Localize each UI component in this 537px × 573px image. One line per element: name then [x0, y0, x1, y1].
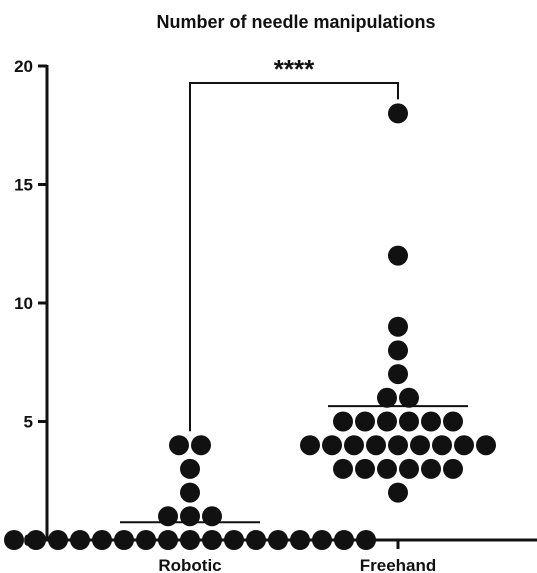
y-axis-ticks: 05101520 — [14, 57, 47, 550]
data-point — [180, 482, 200, 503]
data-point — [333, 458, 353, 479]
data-points — [4, 103, 496, 550]
data-point — [300, 435, 320, 456]
data-point — [476, 435, 496, 456]
data-point — [26, 530, 46, 550]
y-tick-label: 10 — [14, 294, 33, 313]
data-point — [377, 387, 397, 408]
mean-lines — [120, 405, 468, 524]
data-point — [180, 458, 200, 479]
data-point — [388, 435, 408, 456]
data-point — [454, 435, 474, 456]
data-point — [410, 435, 430, 456]
x-category-label: Robotic — [158, 556, 221, 573]
data-point — [399, 458, 419, 479]
data-point — [202, 506, 222, 527]
bracket-line — [189, 82, 399, 432]
axes — [45, 65, 537, 542]
data-point — [355, 411, 375, 432]
y-tick-label: 20 — [14, 57, 33, 76]
data-point — [443, 411, 463, 432]
x-axis-labels: Robotic Freehand — [158, 540, 436, 573]
y-tick-label: 15 — [14, 176, 33, 195]
data-point — [399, 411, 419, 432]
chart-title: Number of needle manipulations — [156, 12, 435, 32]
data-point — [388, 364, 408, 385]
data-point — [322, 435, 342, 456]
data-point — [180, 506, 200, 527]
significance-bracket: **** — [189, 54, 399, 432]
data-point — [388, 340, 408, 361]
y-tick-label: 5 — [24, 413, 33, 432]
data-point — [421, 458, 441, 479]
data-point — [158, 506, 178, 527]
data-point — [432, 435, 452, 456]
data-point — [366, 435, 386, 456]
data-point — [388, 103, 408, 124]
data-point — [388, 482, 408, 503]
data-point — [377, 411, 397, 432]
data-point — [344, 435, 364, 456]
data-point — [399, 387, 419, 408]
data-point — [421, 411, 441, 432]
data-point — [443, 458, 463, 479]
x-category-label: Freehand — [360, 556, 437, 573]
significance-label: **** — [274, 54, 315, 84]
data-point — [388, 245, 408, 266]
data-point — [191, 435, 211, 456]
data-point — [169, 435, 189, 456]
data-point — [377, 458, 397, 479]
data-point — [388, 316, 408, 337]
data-point — [355, 458, 375, 479]
data-point — [4, 530, 24, 550]
data-point — [333, 411, 353, 432]
